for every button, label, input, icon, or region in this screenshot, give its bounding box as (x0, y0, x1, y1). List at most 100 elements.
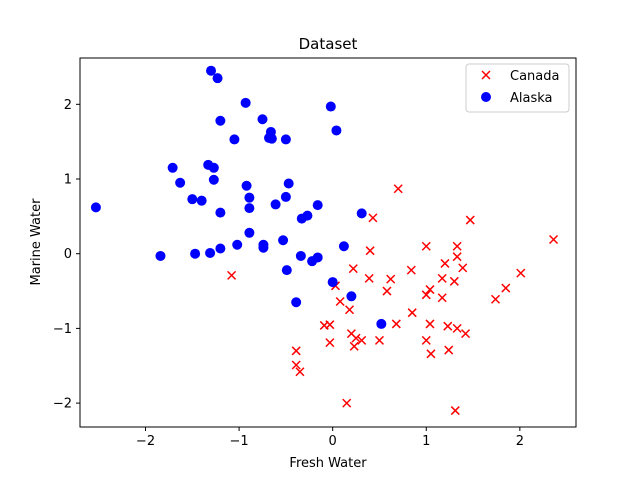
point-alaska (190, 248, 201, 259)
point-canada (458, 263, 468, 273)
chart-title: Dataset (299, 35, 358, 53)
point-alaska (376, 318, 387, 329)
point-alaska (240, 97, 251, 108)
point-canada (425, 319, 435, 329)
point-alaska (346, 291, 357, 302)
y-tick-label: −2 (53, 397, 72, 412)
point-alaska (205, 247, 216, 258)
legend: Canada Alaska (465, 63, 570, 113)
point-canada (335, 296, 345, 307)
point-canada (344, 305, 355, 315)
point-canada (421, 241, 431, 251)
point-canada (406, 265, 416, 275)
legend-marker-canada (481, 70, 491, 80)
point-canada (501, 283, 511, 293)
point-alaska (280, 191, 291, 202)
point-alaska (331, 125, 342, 136)
y-tick-label: 1 (64, 173, 72, 188)
point-canada (421, 335, 431, 345)
point-canada (452, 252, 462, 262)
point-alaska (90, 202, 101, 213)
x-axis-label: Fresh Water (289, 456, 367, 471)
point-alaska (215, 243, 226, 254)
point-canada (325, 320, 335, 330)
x-tick-label: 2 (516, 434, 524, 449)
point-canada (295, 367, 305, 377)
x-axis: −2 −1 0 1 2 (136, 427, 524, 449)
point-canada (444, 345, 454, 355)
point-alaska (229, 134, 240, 145)
point-canada (449, 276, 459, 286)
point-canada (374, 335, 385, 345)
plot-frame (79, 57, 577, 428)
point-canada (349, 341, 359, 351)
point-alaska (155, 250, 166, 261)
point-alaska (291, 297, 302, 308)
point-alaska (208, 174, 219, 185)
point-alaska (244, 203, 255, 214)
point-canada (325, 338, 335, 348)
point-alaska (356, 208, 367, 219)
point-alaska (280, 134, 291, 145)
point-canada (386, 274, 396, 284)
point-canada (437, 293, 447, 303)
point-alaska (258, 242, 269, 253)
point-canada (365, 246, 375, 256)
point-alaska (244, 192, 255, 203)
y-tick-label: 2 (64, 98, 72, 113)
point-canada (425, 285, 435, 295)
point-canada (407, 308, 417, 318)
point-canada (440, 258, 450, 268)
point-alaska (257, 114, 268, 125)
plot-area (90, 65, 559, 416)
point-canada (393, 184, 403, 194)
point-canada (291, 360, 301, 370)
point-canada (490, 294, 501, 304)
point-canada (348, 264, 358, 274)
y-axis-label: Marine Water (29, 198, 44, 286)
y-tick-label: −1 (53, 322, 72, 337)
x-tick-label: −1 (230, 434, 249, 449)
point-canada (342, 398, 352, 408)
point-alaska (167, 162, 178, 173)
x-tick-label: −2 (136, 434, 155, 449)
point-alaska (283, 178, 294, 189)
x-tick-label: 0 (329, 434, 337, 449)
point-alaska (278, 235, 289, 246)
y-axis: −2 −1 0 1 2 (53, 98, 80, 412)
point-canada (426, 349, 436, 359)
point-canada (421, 290, 431, 300)
legend-frame (465, 63, 570, 113)
point-alaska (206, 65, 217, 76)
point-canada (516, 268, 526, 278)
point-alaska (312, 252, 323, 263)
point-alaska (325, 101, 336, 112)
point-alaska (212, 73, 223, 84)
point-alaska (312, 200, 323, 211)
legend-marker-alaska (481, 92, 491, 102)
point-canada (357, 335, 367, 345)
point-alaska (266, 133, 277, 144)
point-canada (443, 321, 453, 331)
point-alaska (241, 180, 252, 191)
point-canada (368, 213, 378, 223)
point-alaska (338, 241, 349, 252)
point-canada (549, 234, 559, 245)
point-canada (227, 270, 237, 280)
point-alaska (232, 239, 243, 250)
point-canada (346, 329, 356, 339)
point-alaska (327, 277, 338, 288)
point-alaska (208, 162, 219, 173)
point-canada (461, 329, 471, 339)
legend-label-alaska: Alaska (510, 91, 553, 106)
point-alaska (244, 227, 255, 238)
point-canada (364, 273, 374, 283)
point-canada (291, 346, 301, 356)
y-tick-label: 0 (64, 247, 72, 262)
point-alaska (187, 194, 198, 205)
point-canada (452, 241, 462, 251)
point-canada (437, 273, 447, 283)
point-alaska (302, 210, 313, 221)
point-alaska (196, 195, 207, 206)
